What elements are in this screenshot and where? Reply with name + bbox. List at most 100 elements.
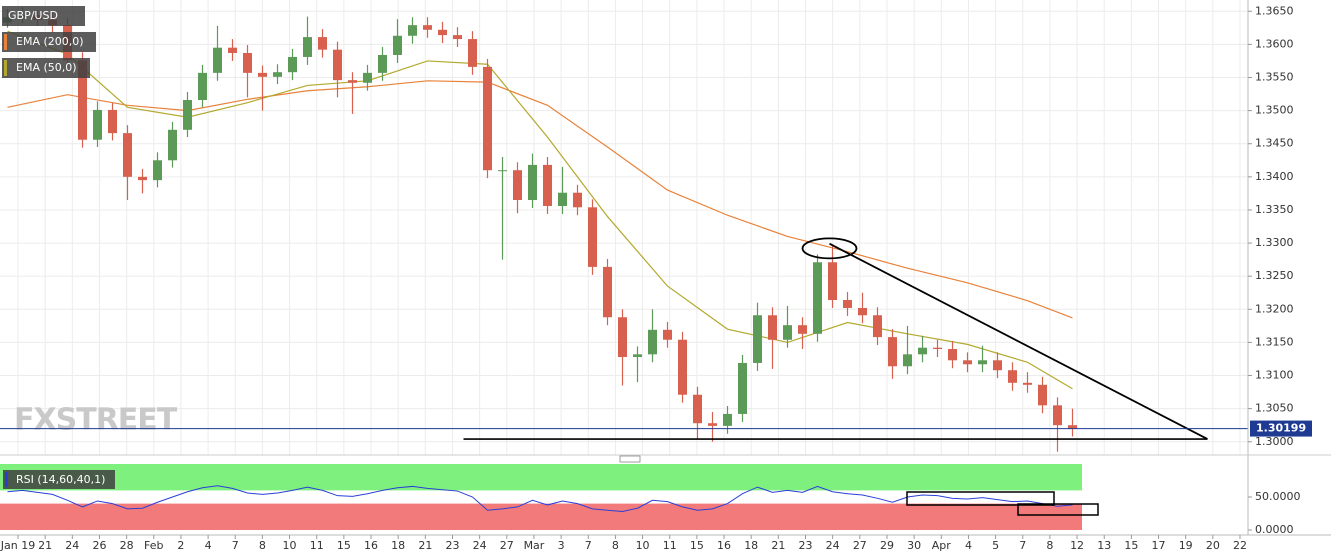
- y-tick-label: 1.3100: [1255, 369, 1294, 382]
- rsi-annotation-box: [1017, 503, 1099, 516]
- candle-body: [243, 52, 252, 73]
- x-tick-label: 21: [771, 539, 785, 552]
- x-tick-label: 24: [826, 539, 840, 552]
- x-tick-label: Jan 19: [0, 539, 35, 552]
- candle-body: [348, 80, 357, 83]
- candle-body: [183, 100, 192, 130]
- candle-body: [963, 360, 972, 365]
- legend-swatch: [4, 34, 7, 50]
- candle-body: [333, 49, 342, 81]
- legend-entry: EMA (200,0): [16, 35, 84, 48]
- candle-body: [408, 25, 417, 36]
- candle-body: [978, 360, 987, 365]
- x-tick-label: 4: [205, 539, 212, 552]
- candle-body: [378, 54, 387, 73]
- candle-body: [693, 394, 702, 424]
- x-tick-label: 27: [853, 539, 867, 552]
- candle-body: [813, 262, 822, 334]
- candle-body: [498, 170, 507, 172]
- candle-body: [153, 160, 162, 181]
- x-tick-label: 4: [965, 539, 972, 552]
- x-tick-label: 15: [1124, 539, 1138, 552]
- candle-body: [543, 164, 552, 206]
- rsi-legend-swatch: [5, 472, 8, 487]
- x-tick-label: 8: [612, 539, 619, 552]
- x-tick-label: 15: [690, 539, 704, 552]
- x-tick-label: 10: [283, 539, 297, 552]
- y-tick-label: 1.3200: [1255, 302, 1294, 315]
- candle-body: [213, 47, 222, 73]
- candle-body: [618, 317, 627, 357]
- x-tick-label: Feb: [144, 539, 163, 552]
- y-tick-label: 1.3650: [1255, 4, 1294, 17]
- rsi-annotation-box: [906, 491, 1055, 506]
- candle-body: [303, 37, 312, 57]
- x-tick-label: 30: [907, 539, 921, 552]
- rsi-oversold-zone: [0, 503, 1082, 530]
- y-tick-label: 1.3250: [1255, 269, 1294, 282]
- last-price-box: [1250, 420, 1312, 437]
- last-price-label: 1.30199: [1256, 422, 1306, 435]
- watermark: FXSTREET: [14, 403, 178, 438]
- y-tick-label: 1.3150: [1255, 335, 1294, 348]
- legend-box: [2, 6, 85, 26]
- rsi-line: [7, 485, 1073, 513]
- y-tick-label: 1.3450: [1255, 137, 1294, 150]
- candle-body: [873, 315, 882, 338]
- resize-handle[interactable]: [619, 455, 641, 463]
- candle-body: [723, 413, 732, 426]
- x-tick-label: 26: [92, 539, 106, 552]
- trend-line: [829, 242, 1208, 440]
- x-tick-label: 24: [65, 539, 79, 552]
- rsi-legend-box: [3, 470, 115, 489]
- x-tick-label: 18: [391, 539, 405, 552]
- candle-body: [438, 29, 447, 36]
- candle-body: [948, 349, 957, 361]
- rsi-legend-label: RSI (14,60,40,1): [16, 473, 105, 486]
- candle-body: [318, 37, 327, 50]
- candle-body: [648, 329, 657, 355]
- x-tick-label: 21: [38, 539, 52, 552]
- rsi-tick-label: 0.0000: [1255, 523, 1294, 536]
- candle-body: [468, 39, 477, 67]
- highlight-ellipse: [801, 237, 858, 260]
- candles: [3, 7, 1077, 452]
- x-tick-label: 23: [799, 539, 813, 552]
- candle-body: [918, 347, 927, 355]
- legend-swatch: [4, 60, 7, 76]
- candle-body: [678, 339, 687, 395]
- x-tick-label: 28: [120, 539, 134, 552]
- legend: GBP/USD EMA (200,0) EMA (50,0): [2, 6, 96, 78]
- y-axis: 1.3650 1.3600 1.3550 1.3500 1.3450 1.3400 1.33…: [1248, 4, 1312, 448]
- candle-body: [768, 315, 777, 340]
- x-tick-label: 22: [1233, 539, 1247, 552]
- candle-body: [843, 300, 852, 308]
- x-axis: Jan 19 21 24 26 28 Feb 2 4 7 8 10 11 15 16 18 21 23 24 27 M…: [0, 535, 1247, 552]
- y-tick-label: 1.3000: [1255, 435, 1294, 448]
- legend-box: [2, 32, 96, 52]
- x-tick-label: 27: [500, 539, 514, 552]
- candle-body: [708, 423, 717, 426]
- candle-body: [123, 133, 132, 177]
- candle-body: [288, 56, 297, 73]
- candle-body: [828, 262, 837, 301]
- candle-body: [738, 362, 747, 414]
- x-tick-label: 18: [744, 539, 758, 552]
- x-tick-label: 8: [1046, 539, 1053, 552]
- candle-body: [603, 266, 612, 318]
- candle-body: [168, 129, 177, 161]
- legend-symbol: GBP/USD: [8, 9, 58, 22]
- legend-entry: EMA (50,0): [16, 61, 77, 74]
- x-tick-label: Apr: [932, 539, 952, 552]
- candle-body: [453, 35, 462, 40]
- candle-body: [633, 354, 642, 357]
- candle-body: [753, 315, 762, 363]
- candle-body: [558, 192, 567, 206]
- x-tick-label: 10: [636, 539, 650, 552]
- candle-body: [228, 47, 237, 53]
- candle-body: [108, 109, 117, 134]
- candle-body: [423, 25, 432, 30]
- x-tick-label: 7: [1019, 539, 1026, 552]
- candle-body: [273, 72, 282, 77]
